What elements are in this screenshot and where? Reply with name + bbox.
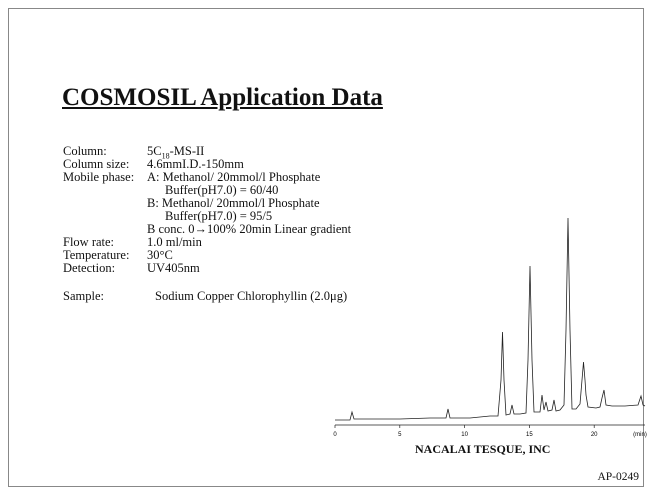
condition-value: Buffer(pH7.0) = 95/5 (165, 209, 273, 223)
sample-label: Sample: (63, 289, 104, 303)
tick-label: 5 (398, 432, 402, 438)
condition-value: B conc. 0→100% 20min Linear gradient (147, 222, 352, 236)
tick-label: 0 (333, 432, 337, 438)
condition-label: Mobile phase: (63, 170, 135, 184)
condition-label: Detection: (63, 261, 116, 275)
tick-label: 20 (591, 432, 598, 438)
condition-label: Column: (63, 144, 107, 158)
tick-label: 10 (461, 432, 468, 438)
value-part: -MS-II (169, 144, 205, 158)
sample-value: Sodium Copper Chlorophyllin (2.0μg) (155, 289, 348, 303)
condition-label: Flow rate: (63, 235, 115, 249)
condition-value: 4.6mmI.D.-150mm (147, 157, 244, 171)
company: NACALAI TESQUE, INC (415, 442, 551, 456)
title: COSMOSIL Application Data (62, 84, 383, 111)
tick-label: 15 (526, 432, 533, 438)
condition-label: Temperature: (63, 248, 130, 262)
trace (335, 217, 646, 421)
frame (8, 8, 644, 487)
value-part: 5C (147, 144, 162, 158)
condition-value: A: Methanol/ 20mmol/l Phosphate (147, 170, 321, 184)
condition-value: 5C18-MS-II (147, 144, 204, 161)
value-part: 18 (161, 151, 170, 161)
unit-label: (min) (633, 432, 647, 438)
condition-value: 1.0 ml/min (147, 235, 202, 249)
condition-value: 30°C (147, 248, 173, 262)
code: AP-0249 (597, 471, 639, 483)
condition-value: UV405nm (147, 261, 200, 275)
condition-value: Buffer(pH7.0) = 60/40 (165, 183, 279, 197)
condition-label: Column size: (63, 157, 130, 171)
condition-value: B: Methanol/ 20mmol/l Phosphate (147, 196, 320, 210)
